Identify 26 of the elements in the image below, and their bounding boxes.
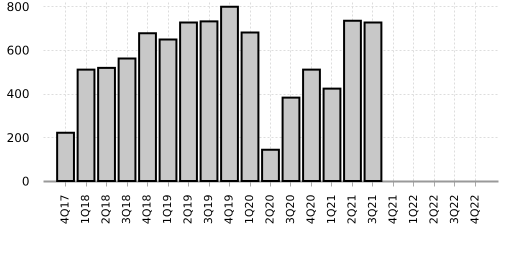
x-tick-label: 4Q20 <box>304 194 318 224</box>
x-tick-label: 1Q22 <box>406 194 420 224</box>
y-tick-label: 400 <box>6 87 30 102</box>
x-tick-label: 2Q22 <box>427 194 440 224</box>
x-tick-label: 3Q22 <box>448 194 461 224</box>
x-tick-label: 2Q19 <box>182 194 195 224</box>
y-tick-label: 600 <box>6 44 30 58</box>
x-tick-label: 4Q19 <box>222 194 236 224</box>
x-tick-label: 2Q18 <box>100 194 113 224</box>
x-tick-label: 4Q22 <box>468 194 482 224</box>
x-tick-label: 3Q19 <box>202 194 216 224</box>
y-tick-label: 800 <box>6 0 30 14</box>
x-tick-label: 4Q17 <box>58 194 72 224</box>
x-tick-label: 4Q18 <box>140 194 154 224</box>
x-tick-label: 1Q20 <box>243 194 256 224</box>
x-tick-label: 3Q20 <box>284 194 297 224</box>
x-tick-label: 3Q18 <box>120 194 134 224</box>
x-tick-label: 3Q21 <box>366 194 379 224</box>
x-tick-label: 2Q21 <box>345 194 358 224</box>
y-tick-label: 200 <box>6 130 30 145</box>
y-tick-label: 0 <box>22 174 30 188</box>
x-tick-label: 1Q19 <box>161 194 174 224</box>
x-tick-label: 2Q20 <box>264 194 276 224</box>
x-tick-label: 1Q21 <box>324 194 338 224</box>
x-tick-label: 4Q21 <box>386 194 400 224</box>
x-tick-label: 1Q18 <box>79 194 92 224</box>
